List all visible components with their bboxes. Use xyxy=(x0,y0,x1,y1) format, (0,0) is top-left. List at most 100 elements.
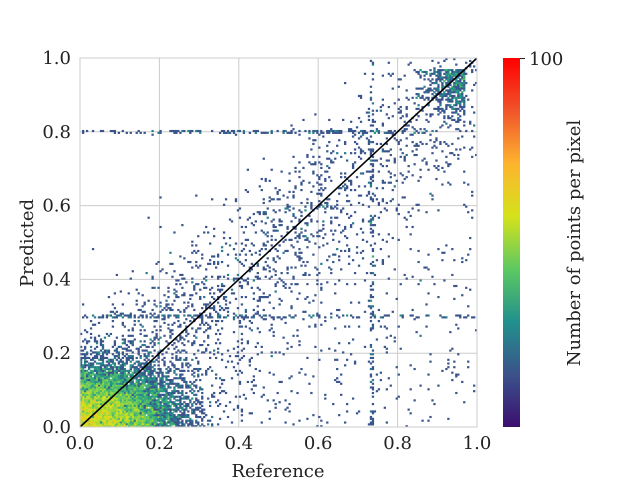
density-pixel xyxy=(242,318,246,321)
density-pixel xyxy=(107,425,111,427)
density-pixel xyxy=(81,393,85,396)
density-pixel xyxy=(405,277,408,280)
density-pixel xyxy=(304,310,307,313)
density-pixel xyxy=(437,113,440,116)
density-pixel xyxy=(344,141,347,144)
density-pixel xyxy=(344,227,347,230)
density-pixel xyxy=(103,410,107,413)
density-pixel xyxy=(264,131,267,134)
density-pixel xyxy=(216,284,220,288)
density-pixel xyxy=(278,224,281,227)
density-pixel xyxy=(199,297,202,300)
density-pixel xyxy=(371,102,375,105)
density-pixel xyxy=(185,415,188,419)
density-pixel xyxy=(195,264,198,267)
density-pixel xyxy=(183,257,186,260)
density-pixel xyxy=(461,72,464,75)
density-pixel xyxy=(135,303,138,306)
density-pixel xyxy=(330,179,333,182)
density-pixel xyxy=(111,386,115,389)
density-pixel xyxy=(312,253,315,256)
density-pixel xyxy=(101,390,105,393)
density-pixel xyxy=(381,124,385,127)
density-pixel xyxy=(131,401,134,404)
density-pixel xyxy=(371,353,375,356)
density-pixel xyxy=(290,238,293,241)
density-pixel xyxy=(383,207,386,210)
density-pixel xyxy=(473,111,476,114)
density-pixel xyxy=(205,347,208,350)
density-pixel xyxy=(419,96,422,99)
density-pixel xyxy=(177,296,180,299)
density-pixel xyxy=(125,410,128,413)
density-pixel xyxy=(155,379,158,382)
density-pixel xyxy=(201,343,204,347)
density-pixel xyxy=(181,377,184,380)
density-pixel xyxy=(145,401,148,404)
density-pixel xyxy=(151,386,154,389)
density-pixel xyxy=(117,395,121,398)
density-pixel xyxy=(155,403,158,406)
density-pixel xyxy=(103,351,107,354)
density-pixel xyxy=(173,129,176,133)
density-pixel xyxy=(115,421,119,424)
density-pixel xyxy=(367,115,371,118)
x-tick-labels: 0.0 0.2 0.4 0.6 0.8 1.0 xyxy=(66,433,492,454)
density-pixel xyxy=(369,220,373,223)
density-pixel xyxy=(101,377,105,380)
density-pixel xyxy=(197,129,200,133)
density-pixel xyxy=(467,366,470,369)
density-pixel xyxy=(308,181,311,184)
density-pixel xyxy=(361,203,365,206)
density-pixel xyxy=(205,321,208,324)
density-pixel xyxy=(95,362,99,365)
density-pixel xyxy=(165,414,168,417)
density-pixel xyxy=(183,395,186,398)
density-pixel xyxy=(187,366,190,369)
density-pixel xyxy=(125,425,128,427)
density-pixel xyxy=(457,373,460,376)
density-pixel xyxy=(93,419,97,422)
density-pixel xyxy=(369,150,373,153)
density-pixel xyxy=(278,198,281,201)
x-tick-label: 0.2 xyxy=(145,433,174,454)
density-pixel xyxy=(135,367,138,371)
density-pixel xyxy=(326,144,329,147)
density-pixel xyxy=(465,94,468,98)
density-pixel xyxy=(451,105,454,109)
density-pixel xyxy=(181,362,184,365)
density-pixel xyxy=(447,89,450,92)
density-pixel xyxy=(99,382,103,385)
density-pixel xyxy=(121,351,124,354)
density-pixel xyxy=(355,316,359,319)
density-pixel xyxy=(254,220,257,223)
density-pixel xyxy=(119,379,122,382)
density-pixel xyxy=(97,406,101,409)
density-pixel xyxy=(81,408,85,411)
density-pixel xyxy=(99,369,103,372)
density-pixel xyxy=(81,379,85,382)
density-pixel xyxy=(312,129,315,133)
density-pixel xyxy=(165,404,168,408)
density-pixel xyxy=(83,362,87,365)
density-pixel xyxy=(244,325,248,328)
density-pixel xyxy=(213,292,216,295)
density-pixel xyxy=(282,336,285,339)
density-pixel xyxy=(220,327,224,330)
density-pixel xyxy=(145,384,148,387)
density-pixel xyxy=(222,129,226,133)
density-pixel xyxy=(193,390,196,393)
density-pixel xyxy=(211,384,214,387)
density-pixel xyxy=(459,115,462,118)
density-pixel xyxy=(105,371,109,374)
density-pixel xyxy=(95,397,99,400)
density-pixel xyxy=(115,358,119,361)
density-pixel xyxy=(379,105,383,109)
density-pixel xyxy=(439,98,442,101)
density-pixel xyxy=(314,161,317,164)
density-pixel xyxy=(111,421,115,424)
density-pixel xyxy=(437,209,440,212)
density-pixel xyxy=(159,196,162,199)
density-pixel xyxy=(357,316,361,319)
density-pixel xyxy=(262,386,265,389)
